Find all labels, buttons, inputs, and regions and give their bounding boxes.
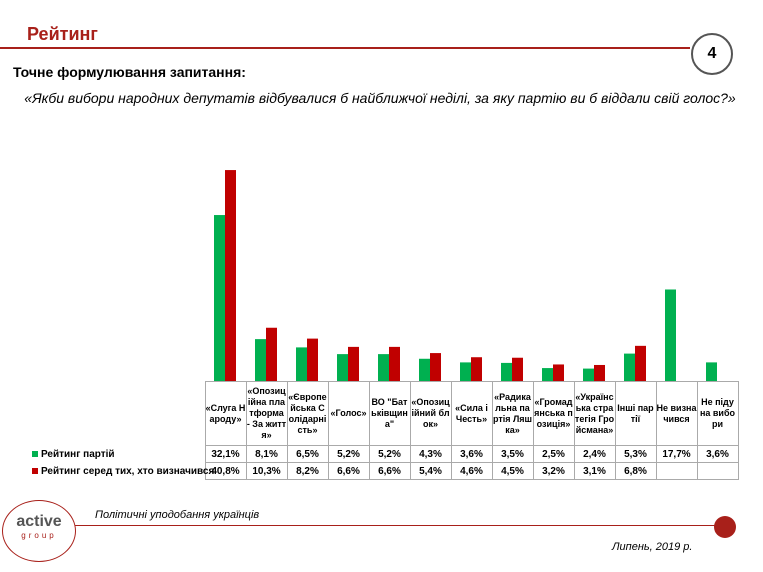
data-label: 2,5%: [532, 445, 575, 463]
bar-rating: [255, 339, 266, 381]
bar-decided: [348, 346, 359, 381]
footer-divider: [75, 525, 715, 526]
data-label: [655, 462, 698, 480]
data-label: 8,1%: [245, 445, 288, 463]
data-label: 8,2%: [286, 462, 329, 480]
category-label: «Сила і Честь»: [450, 381, 493, 446]
company-logo: active group: [2, 500, 76, 562]
bar-rating: [501, 362, 512, 381]
category-label: «Радикальна партія Ляшка»: [491, 381, 534, 446]
footer-text: Політичні уподобання українців: [95, 509, 260, 521]
bar-chart: [214, 170, 717, 381]
bar-decided: [512, 357, 523, 381]
legend-swatch-red: [32, 467, 38, 474]
bar-decided: [594, 364, 605, 381]
bar-decided: [307, 338, 318, 381]
data-label: 3,6%: [450, 445, 493, 463]
data-label: 3,6%: [696, 445, 739, 463]
bar-decided: [553, 364, 564, 381]
bar-decided: [471, 357, 482, 381]
question-text: «Якби вибори народних депутатів відбувал…: [24, 90, 736, 106]
bar-rating: [378, 354, 389, 381]
category-label: Не піду на вибори: [696, 381, 739, 446]
bar-decided: [389, 346, 400, 381]
legend-label: Рейтинг партій: [41, 448, 115, 460]
data-label: 6,5%: [286, 445, 329, 463]
table-corner: [30, 382, 205, 446]
category-label: «Голос»: [327, 381, 370, 446]
bar-rating: [583, 368, 594, 381]
logo-main: active: [16, 513, 62, 530]
data-label: 4,5%: [491, 462, 534, 480]
data-label: 3,1%: [573, 462, 616, 480]
bar-decided: [266, 327, 277, 381]
legend-swatch-green: [32, 450, 38, 457]
category-label: «Українська стратегія Гройсмана»: [573, 381, 616, 446]
category-label: «Громадянська позиція»: [532, 381, 575, 446]
bar-rating: [337, 354, 348, 381]
page-title: Рейтинг: [27, 24, 98, 44]
bar-rating: [296, 347, 307, 381]
bar-rating: [214, 215, 225, 381]
bar-rating: [624, 353, 635, 381]
data-label: 17,7%: [655, 445, 698, 463]
data-label: 6,8%: [614, 462, 657, 480]
legend-series-2: Рейтинг серед тих, хто визначився: [30, 463, 214, 480]
category-label: «Слуга Народу»: [204, 381, 247, 446]
footer-date: Липень, 2019 р.: [612, 541, 693, 553]
legend-label: Рейтинг серед тих, хто визначився: [41, 465, 215, 477]
data-label: 3,2%: [532, 462, 575, 480]
data-label: 32,1%: [204, 445, 247, 463]
category-label: «Опозиційна платформа - За життя»: [245, 381, 288, 446]
data-label: 40,8%: [204, 462, 247, 480]
bar-rating: [419, 358, 430, 381]
data-label: [696, 462, 739, 480]
data-label: 4,6%: [450, 462, 493, 480]
category-label: ВО "Батьківщина": [368, 381, 411, 446]
bar-rating: [665, 289, 676, 381]
bar-rating: [706, 362, 717, 381]
data-label: 4,3%: [409, 445, 452, 463]
data-label: 3,5%: [491, 445, 534, 463]
data-label: 6,6%: [327, 462, 370, 480]
bar-decided: [635, 345, 646, 381]
page-number: 4: [691, 33, 733, 75]
bar-decided: [430, 353, 441, 381]
title-divider: [0, 47, 690, 49]
question-label: Точне формулювання запитання:: [13, 64, 246, 80]
bar-decided: [225, 170, 236, 381]
data-label: 2,4%: [573, 445, 616, 463]
data-label: 6,6%: [368, 462, 411, 480]
data-label: 5,2%: [327, 445, 370, 463]
data-table: «Слуга Народу» «Опозиційна платформа - За…: [30, 381, 739, 480]
data-label: 5,2%: [368, 445, 411, 463]
category-label: Не визначився: [655, 381, 698, 446]
bar-rating: [542, 368, 553, 381]
category-label: «Опозиційний блок»: [409, 381, 452, 446]
data-label: 5,3%: [614, 445, 657, 463]
logo-sub: group: [21, 531, 57, 540]
legend-series-1: Рейтинг партій: [30, 446, 205, 463]
data-label: 10,3%: [245, 462, 288, 480]
data-label: 5,4%: [409, 462, 452, 480]
bar-rating: [460, 362, 471, 381]
category-label: Інші партії: [614, 381, 657, 446]
footer-dot: [714, 516, 736, 538]
category-label: «Європейська Солідарність»: [286, 381, 329, 446]
